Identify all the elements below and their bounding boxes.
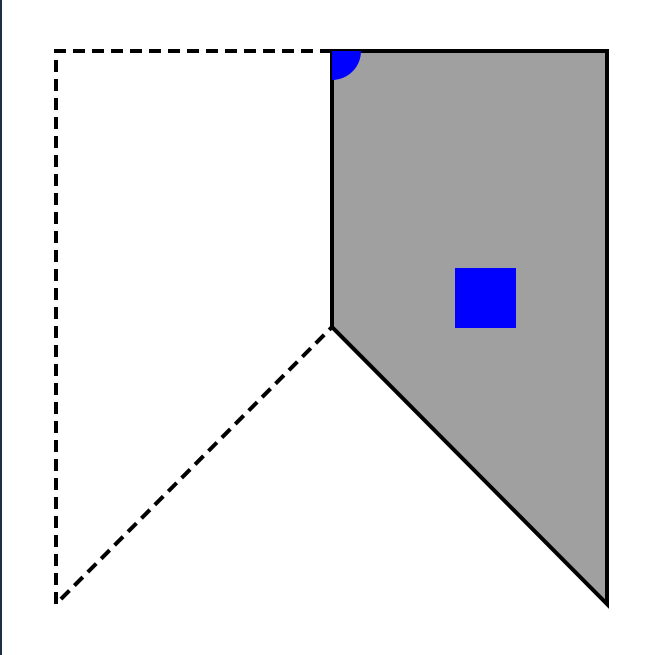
square-marker: [455, 268, 516, 328]
dashed-outline-region: [54, 49, 334, 609]
quarter-circle-marker: [332, 51, 361, 80]
frame-left-edge: [0, 0, 2, 655]
